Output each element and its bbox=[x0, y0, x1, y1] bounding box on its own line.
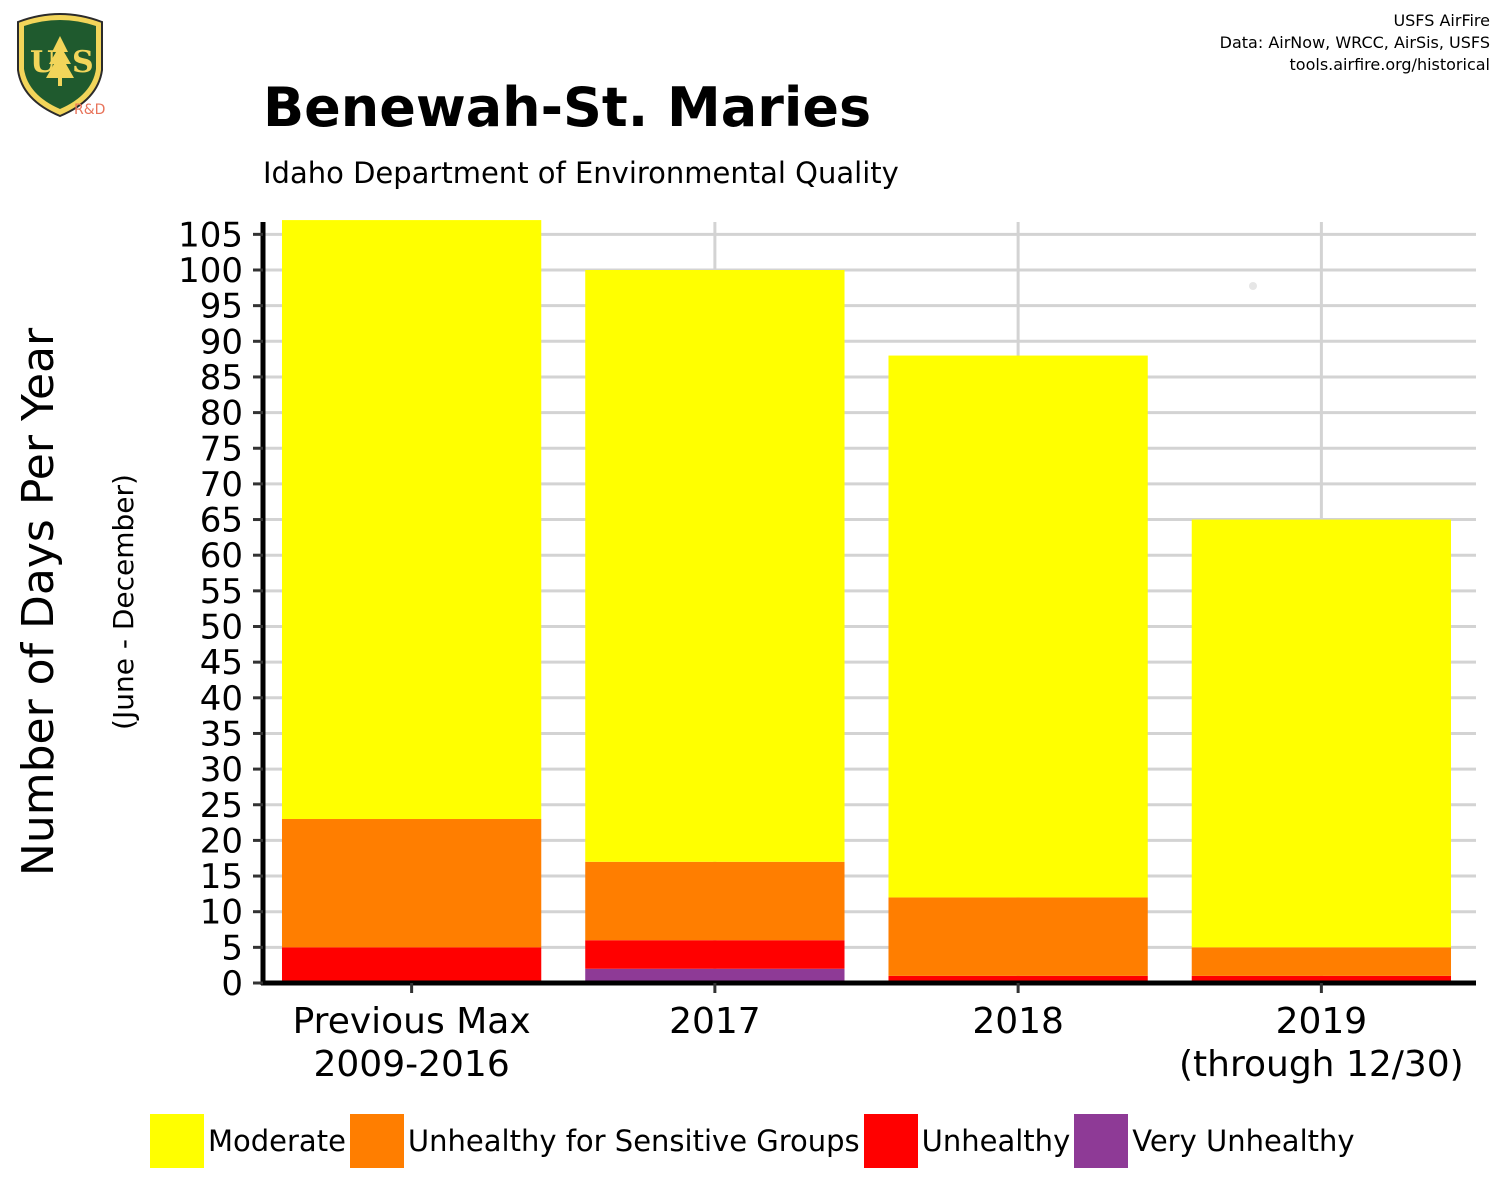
x-tick-label-line: 2009-2016 bbox=[314, 1044, 510, 1085]
legend-item: Unhealthy for Sensitive Groups bbox=[349, 1114, 860, 1168]
chart-legend: Moderate Unhealthy for Sensitive Groups Un… bbox=[150, 1114, 1359, 1168]
y-tick-label: 95 bbox=[200, 287, 243, 327]
x-tick-label-line: 2018 bbox=[972, 1001, 1064, 1042]
y-tick-label: 85 bbox=[200, 358, 243, 398]
legend-item: Unhealthy bbox=[863, 1114, 1071, 1168]
x-tick-label-line: 2017 bbox=[669, 1001, 761, 1042]
legend-label: Unhealthy bbox=[921, 1124, 1071, 1158]
bar-segment bbox=[888, 975, 1148, 983]
y-tick-label: 45 bbox=[200, 643, 243, 683]
x-tick-label-line: Previous Max bbox=[293, 1001, 531, 1042]
y-tick-label: 90 bbox=[200, 322, 243, 362]
credit-line: Data: AirNow, WRCC, AirSis, USFS bbox=[1219, 33, 1490, 52]
chart-subtitle: Idaho Department of Environmental Qualit… bbox=[263, 156, 899, 190]
x-tick-label: Previous Max 2009-2016 bbox=[293, 1001, 531, 1085]
legend-item: Moderate bbox=[150, 1114, 346, 1168]
legend-swatch bbox=[1074, 1114, 1129, 1168]
bar-segment bbox=[281, 947, 542, 983]
legend-label: Moderate bbox=[208, 1124, 346, 1158]
x-tick-label: 2019 (through 12/30) bbox=[1179, 1001, 1464, 1085]
logo-rd-text: R&D bbox=[74, 102, 105, 118]
y-tick-label: 15 bbox=[200, 857, 243, 897]
y-tick-label: 75 bbox=[200, 429, 243, 469]
legend-label: Very Unhealthy bbox=[1132, 1124, 1355, 1158]
stray-dot bbox=[1249, 282, 1257, 290]
y-tick-label: 25 bbox=[200, 786, 243, 826]
y-tick-label: 60 bbox=[200, 536, 243, 576]
legend-swatch bbox=[863, 1114, 918, 1168]
credit-line: tools.airfire.org/historical bbox=[1289, 55, 1490, 74]
bar-segment bbox=[585, 270, 845, 862]
bar-segment bbox=[585, 940, 845, 969]
bar-segment bbox=[281, 819, 542, 948]
y-tick-label: 55 bbox=[200, 572, 243, 612]
y-tick-label: 40 bbox=[200, 679, 243, 719]
y-tick-label: 100 bbox=[178, 251, 243, 291]
y-tick-label: 0 bbox=[221, 964, 243, 1004]
legend-swatch bbox=[150, 1114, 204, 1168]
svg-text:S: S bbox=[72, 45, 94, 80]
y-tick-label: 80 bbox=[200, 394, 243, 434]
credits: USFS AirFire Data: AirNow, WRCC, AirSis,… bbox=[1220, 10, 1490, 76]
legend-swatch bbox=[349, 1114, 404, 1168]
bar-segment bbox=[585, 968, 845, 983]
x-tick-label-line: 2019 bbox=[1276, 1001, 1368, 1042]
legend-label: Unhealthy for Sensitive Groups bbox=[407, 1124, 860, 1158]
credit-line: USFS AirFire bbox=[1393, 11, 1490, 30]
y-tick-label: 20 bbox=[200, 821, 243, 861]
chart-title: Benewah-St. Maries bbox=[263, 76, 872, 139]
bar-segment bbox=[1191, 975, 1452, 983]
y-tick-label: 30 bbox=[200, 750, 243, 790]
y-tick-label: 50 bbox=[200, 608, 243, 648]
y-axis-subtitle: (June - December) bbox=[107, 474, 140, 730]
bar-segment bbox=[888, 355, 1148, 898]
x-tick-label: 2017 bbox=[669, 1001, 761, 1042]
usfs-logo: U S R&D bbox=[17, 13, 105, 118]
y-tick-label: 10 bbox=[200, 893, 243, 933]
y-tick-label: 105 bbox=[178, 215, 243, 255]
y-tick-label: 70 bbox=[200, 465, 243, 505]
legend-item: Very Unhealthy bbox=[1074, 1114, 1355, 1168]
y-axis-title: Number of Days Per Year bbox=[13, 327, 64, 876]
y-tick-label: 5 bbox=[221, 928, 243, 968]
bar-segment bbox=[281, 220, 542, 820]
x-tick-label: 2018 bbox=[972, 1001, 1064, 1042]
bar-segment bbox=[585, 861, 845, 941]
bar-segment bbox=[1191, 947, 1452, 976]
y-tick-label: 35 bbox=[200, 714, 243, 754]
y-tick-label: 65 bbox=[200, 501, 243, 541]
x-tick-label-line: (through 12/30) bbox=[1179, 1044, 1464, 1085]
stacked-bar-chart: 0510152025303540455055606570758085909510… bbox=[13, 215, 1476, 1085]
bar-segment bbox=[888, 897, 1148, 976]
bar-segment bbox=[1191, 519, 1452, 948]
